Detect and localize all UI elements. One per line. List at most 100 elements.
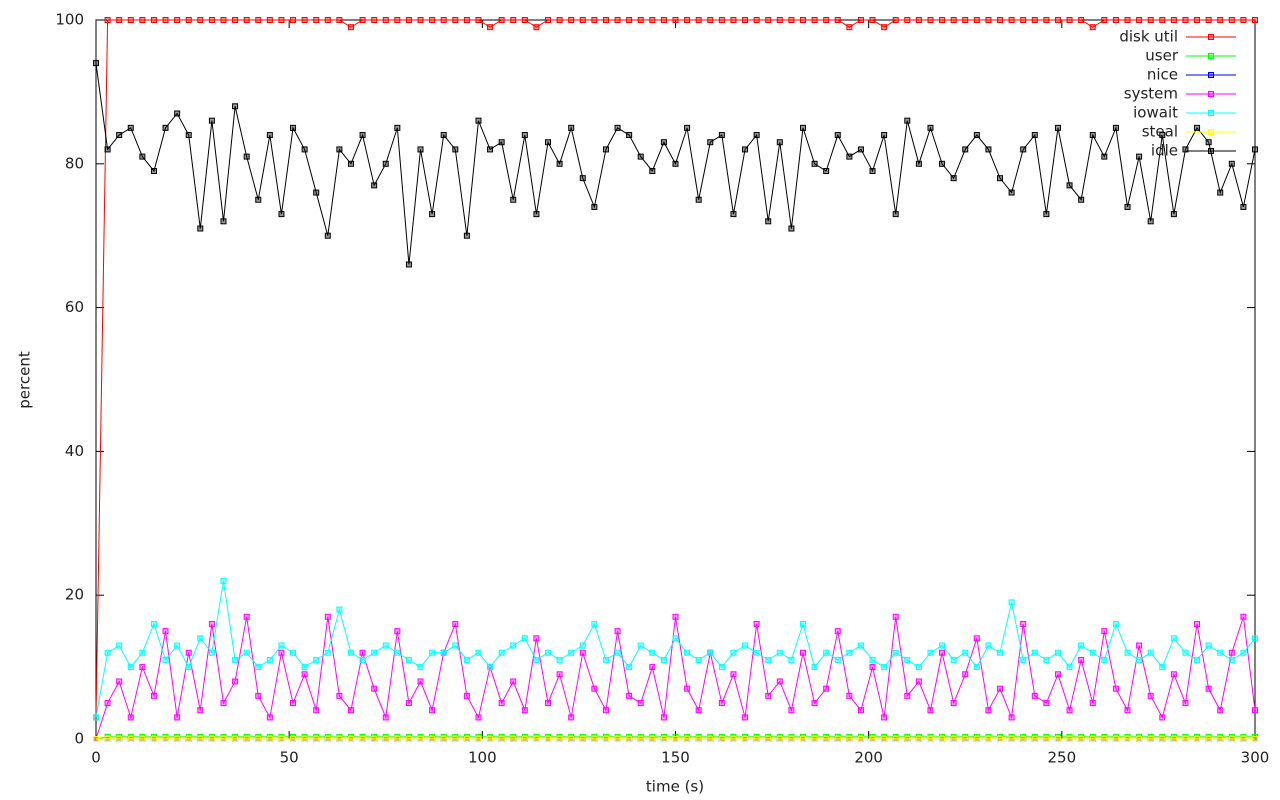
point <box>104 146 111 153</box>
point <box>614 124 621 131</box>
x-tick-label: 150 <box>661 749 690 767</box>
point <box>127 664 134 671</box>
point <box>1020 736 1027 742</box>
y-tick-label: 80 <box>65 154 84 172</box>
point <box>950 736 957 742</box>
point <box>614 736 621 742</box>
point <box>1147 692 1154 699</box>
legend-marker <box>1208 129 1214 135</box>
point <box>776 678 783 685</box>
point <box>232 678 239 685</box>
point <box>626 692 633 699</box>
point <box>904 692 911 699</box>
point <box>301 17 308 23</box>
point <box>510 196 517 203</box>
point <box>765 692 772 699</box>
point <box>568 17 575 23</box>
point <box>672 736 679 742</box>
point <box>649 167 656 174</box>
point <box>417 146 424 153</box>
point <box>301 664 308 671</box>
point <box>359 656 366 663</box>
point <box>556 736 563 742</box>
y-tick-label: 60 <box>65 298 84 316</box>
point <box>950 17 957 23</box>
point <box>695 656 702 663</box>
point <box>730 17 737 23</box>
point <box>336 17 343 23</box>
point <box>116 642 123 649</box>
point <box>742 736 749 742</box>
point <box>1043 211 1050 218</box>
point <box>568 124 575 131</box>
point <box>405 17 412 23</box>
point <box>347 736 354 742</box>
point <box>208 649 215 656</box>
point <box>371 17 378 23</box>
point <box>881 132 888 139</box>
point <box>545 139 552 146</box>
point <box>116 17 123 23</box>
point <box>950 700 957 707</box>
point <box>394 736 401 742</box>
point <box>765 17 772 23</box>
point <box>313 17 320 23</box>
point <box>1194 620 1201 627</box>
point <box>1182 146 1189 153</box>
point <box>510 642 517 649</box>
point <box>765 736 772 742</box>
point <box>174 642 181 649</box>
point <box>498 700 505 707</box>
point <box>1147 736 1154 742</box>
point <box>591 17 598 23</box>
point <box>1240 649 1247 656</box>
point <box>985 17 992 23</box>
point <box>1194 17 1201 23</box>
point <box>1066 17 1073 23</box>
point <box>1066 182 1073 189</box>
point <box>1147 17 1154 23</box>
point <box>440 736 447 742</box>
point <box>417 664 424 671</box>
point <box>1170 635 1177 642</box>
legend-marker <box>1208 91 1214 97</box>
point <box>707 649 714 656</box>
point <box>753 620 760 627</box>
point <box>962 17 969 23</box>
point <box>1101 656 1108 663</box>
point <box>533 736 540 742</box>
point <box>742 17 749 23</box>
point <box>962 736 969 742</box>
point <box>1066 707 1073 714</box>
point <box>707 139 714 146</box>
point <box>695 707 702 714</box>
point <box>255 692 262 699</box>
point <box>429 649 436 656</box>
point <box>939 642 946 649</box>
point <box>637 153 644 160</box>
point <box>429 707 436 714</box>
point <box>753 649 760 656</box>
legend-label: disk util <box>1119 28 1178 46</box>
point <box>881 714 888 721</box>
point <box>788 736 795 742</box>
point <box>892 613 899 620</box>
point <box>1008 189 1015 196</box>
point <box>904 656 911 663</box>
point <box>672 17 679 23</box>
point <box>290 736 297 742</box>
point <box>823 736 830 742</box>
point <box>799 17 806 23</box>
point <box>324 17 331 23</box>
point <box>684 736 691 742</box>
point <box>1159 132 1166 139</box>
point <box>533 656 540 663</box>
point <box>220 17 227 23</box>
point <box>1031 17 1038 23</box>
point <box>1066 736 1073 742</box>
point <box>347 24 354 31</box>
point <box>440 132 447 139</box>
point <box>637 700 644 707</box>
point <box>985 146 992 153</box>
point <box>498 139 505 146</box>
